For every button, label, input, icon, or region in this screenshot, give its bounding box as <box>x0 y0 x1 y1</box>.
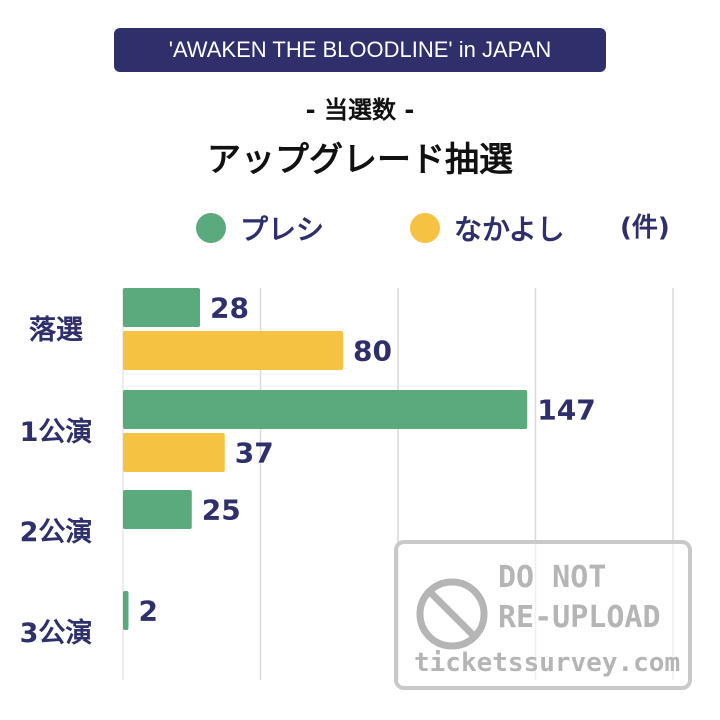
unit-label: (件) <box>620 213 670 243</box>
watermark: DO NOT RE-UPLOAD ticketssurvey.com <box>394 540 692 690</box>
data-label: 28 <box>210 292 249 325</box>
chart-title: アップグレード抽選 <box>207 140 513 180</box>
bar-nakayoshi <box>123 331 343 370</box>
data-label: 25 <box>202 494 241 527</box>
legend-item-presi: プレシ <box>196 206 324 250</box>
title-banner: 'AWAKEN THE BLOODLINE' in JAPAN <box>114 28 606 72</box>
bar-presi <box>123 490 192 529</box>
data-label: 37 <box>235 437 274 470</box>
prohibited-icon <box>416 578 488 650</box>
bar-presi <box>123 288 200 327</box>
chart-subtitle: - 当選数 - <box>305 96 415 124</box>
bar-presi <box>123 390 528 429</box>
bar-presi <box>123 591 129 630</box>
category-label: 落選 <box>29 315 83 346</box>
watermark-line-3: ticketssurvey.com <box>414 648 681 678</box>
legend: プレシ なかよし <box>0 206 720 250</box>
watermark-line-1: DO NOT <box>498 560 607 595</box>
data-label: 2 <box>139 595 158 628</box>
watermark-line-2: RE-UPLOAD <box>498 600 661 635</box>
bar-nakayoshi <box>123 433 225 472</box>
category-label: 3公演 <box>20 617 93 649</box>
legend-label-presi: プレシ <box>240 213 325 246</box>
category-label: 2公演 <box>20 516 93 548</box>
legend-swatch-presi <box>196 213 226 243</box>
legend-item-nakayoshi: なかよし <box>410 206 565 250</box>
data-label: 147 <box>537 394 595 427</box>
legend-swatch-nakayoshi <box>410 213 440 243</box>
category-label: 1公演 <box>20 416 93 448</box>
data-label: 80 <box>353 335 392 368</box>
legend-label-nakayoshi: なかよし <box>454 213 565 246</box>
